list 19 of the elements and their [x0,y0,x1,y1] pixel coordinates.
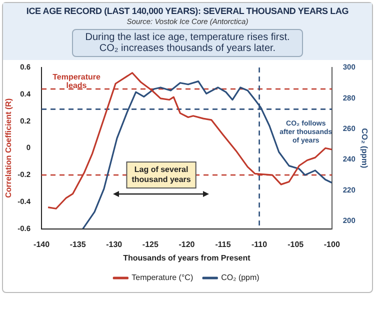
chart-title: ICE AGE RECORD (LAST 140,000 YEARS): SEVERAL THOUSAND YEARS LAG [25,6,350,16]
x-tick-label: -135 [70,240,86,249]
x-tick-label: -110 [252,240,268,249]
x-tick-label: -105 [288,240,304,249]
y-axis-title: Correlation Coefficient (R) [4,98,14,198]
x-axis-title: Thousands of years from Present [123,253,251,262]
y2-axis-title: CO₂ (ppm) [360,128,369,168]
x-tick-label: -100 [324,240,340,249]
legend-label: Temperature (°C) [132,273,194,282]
text: CO₂ increases thousands of years later. [98,43,277,54]
annotation: Lag of several thousand years [132,165,192,184]
x-tick-label: -125 [142,240,159,249]
x-tick-label: -120 [178,240,196,249]
legend-label: CO₂ (ppm) [221,273,260,282]
x-tick-label: -115 [215,240,232,249]
text: During the last ice age, temperature rises first. [85,32,290,43]
annotation: Temperature leads [52,72,102,90]
x-tick-label: -140 [34,240,50,249]
x-tick-label: -130 [106,240,123,249]
